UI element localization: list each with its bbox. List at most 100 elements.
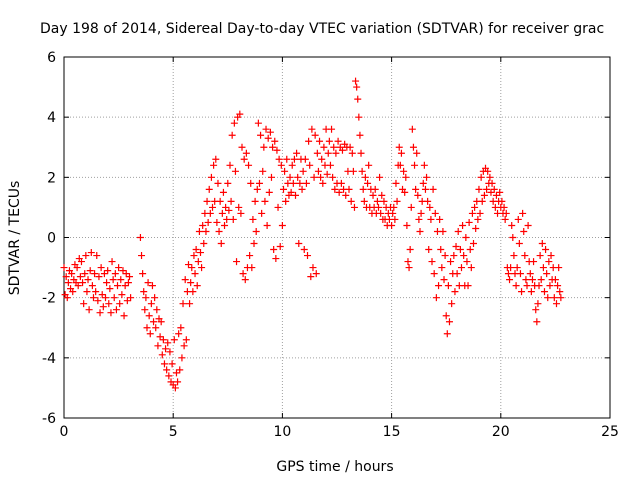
data-point-marker bbox=[355, 113, 363, 121]
data-point-marker bbox=[62, 273, 70, 281]
data-point-marker bbox=[409, 143, 417, 151]
data-point-marker bbox=[64, 279, 72, 287]
y-tick-label: -4 bbox=[42, 351, 56, 367]
data-point-marker bbox=[76, 273, 84, 281]
data-point-marker bbox=[476, 209, 484, 217]
data-point-marker bbox=[357, 149, 365, 157]
data-point-marker bbox=[512, 282, 520, 290]
data-point-marker bbox=[424, 197, 432, 205]
data-point-marker bbox=[307, 273, 315, 281]
data-point-marker bbox=[82, 252, 90, 260]
data-point-marker bbox=[123, 297, 131, 305]
data-point-marker bbox=[158, 351, 166, 359]
data-point-marker bbox=[219, 188, 227, 196]
data-point-marker bbox=[106, 285, 114, 293]
data-point-marker bbox=[554, 282, 562, 290]
data-points bbox=[60, 77, 565, 392]
data-point-marker bbox=[293, 149, 301, 157]
data-point-marker bbox=[412, 185, 420, 193]
data-point-marker bbox=[298, 185, 306, 193]
data-point-marker bbox=[438, 264, 446, 272]
data-point-marker bbox=[118, 291, 126, 299]
data-point-marker bbox=[69, 288, 77, 296]
data-point-marker bbox=[178, 354, 186, 362]
y-tick-label: 0 bbox=[47, 231, 56, 247]
data-point-marker bbox=[388, 221, 396, 229]
data-point-marker bbox=[197, 249, 204, 257]
data-point-marker bbox=[349, 167, 357, 175]
data-point-marker bbox=[200, 240, 208, 248]
data-point-marker bbox=[278, 221, 286, 229]
data-point-marker bbox=[77, 258, 85, 266]
data-point-marker bbox=[73, 264, 81, 272]
data-point-marker bbox=[204, 218, 212, 226]
data-point-marker bbox=[177, 324, 185, 332]
data-point-marker bbox=[435, 282, 443, 290]
data-point-marker bbox=[117, 276, 125, 284]
data-point-marker bbox=[95, 273, 103, 281]
data-point-marker bbox=[413, 149, 421, 157]
data-point-marker bbox=[334, 137, 342, 145]
data-point-marker bbox=[483, 185, 491, 193]
data-point-marker bbox=[508, 221, 516, 229]
data-point-marker bbox=[295, 240, 303, 248]
data-point-marker bbox=[170, 336, 178, 344]
data-point-marker bbox=[212, 155, 220, 163]
data-point-marker bbox=[229, 215, 237, 223]
data-point-marker bbox=[442, 312, 450, 320]
data-point-marker bbox=[227, 197, 235, 205]
data-point-marker bbox=[192, 246, 200, 254]
data-point-marker bbox=[89, 294, 97, 302]
data-point-marker bbox=[110, 294, 118, 302]
data-point-marker bbox=[324, 149, 332, 157]
data-point-marker bbox=[492, 191, 500, 199]
x-tick-label: 10 bbox=[273, 424, 291, 440]
data-point-marker bbox=[426, 203, 434, 211]
data-point-marker bbox=[83, 288, 91, 296]
data-point-marker bbox=[414, 191, 422, 199]
data-point-marker bbox=[389, 209, 397, 217]
data-point-marker bbox=[337, 179, 345, 187]
data-point-marker bbox=[395, 143, 403, 151]
data-point-marker bbox=[105, 300, 113, 308]
data-point-marker bbox=[136, 234, 144, 241]
data-point-marker bbox=[63, 294, 71, 302]
data-point-marker bbox=[114, 282, 122, 290]
data-point-marker bbox=[60, 264, 68, 272]
data-point-marker bbox=[214, 179, 222, 187]
x-tick-label: 20 bbox=[492, 424, 510, 440]
data-point-marker bbox=[371, 185, 379, 193]
data-point-marker bbox=[390, 203, 398, 211]
data-point-marker bbox=[471, 203, 479, 211]
data-point-marker bbox=[432, 294, 440, 302]
data-point-marker bbox=[342, 191, 350, 199]
data-point-marker bbox=[330, 143, 338, 151]
data-point-marker bbox=[407, 203, 415, 211]
data-point-marker bbox=[530, 258, 538, 266]
data-point-marker bbox=[423, 173, 431, 181]
data-point-marker bbox=[150, 318, 158, 326]
data-point-marker bbox=[430, 270, 438, 278]
data-point-marker bbox=[275, 155, 283, 163]
data-point-marker bbox=[87, 249, 95, 257]
data-point-marker bbox=[405, 264, 413, 272]
data-point-marker bbox=[225, 206, 233, 214]
data-point-marker bbox=[282, 197, 290, 205]
data-point-marker bbox=[453, 270, 461, 278]
data-point-marker bbox=[475, 185, 483, 193]
data-point-marker bbox=[420, 161, 428, 169]
data-point-marker bbox=[421, 185, 429, 193]
data-point-marker bbox=[286, 173, 294, 181]
data-point-marker bbox=[506, 276, 514, 284]
data-point-marker bbox=[536, 252, 544, 260]
data-point-marker bbox=[148, 282, 156, 290]
data-point-marker bbox=[228, 131, 236, 139]
data-point-marker bbox=[152, 324, 160, 332]
data-point-marker bbox=[103, 279, 111, 287]
data-point-marker bbox=[255, 179, 263, 187]
data-point-marker bbox=[373, 197, 381, 205]
x-axis-label: GPS time / hours bbox=[276, 459, 393, 475]
x-tick-label: 25 bbox=[601, 424, 619, 440]
data-point-marker bbox=[288, 161, 296, 169]
data-point-marker bbox=[98, 291, 106, 299]
